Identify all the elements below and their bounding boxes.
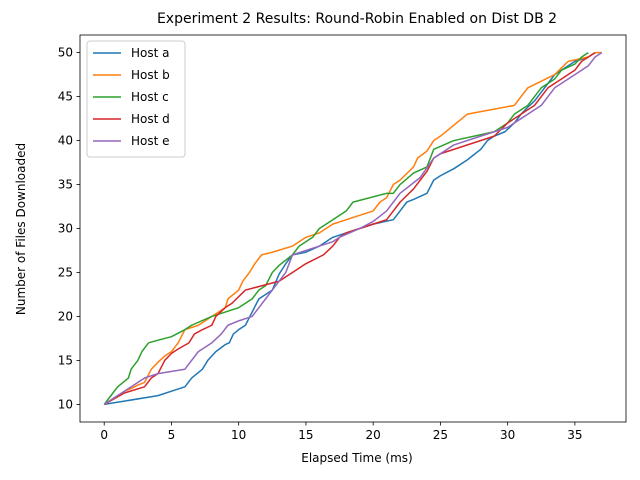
y-axis-label: Number of Files Downloaded [14, 143, 28, 315]
y-tick-label: 50 [58, 46, 73, 60]
y-tick-label: 10 [58, 397, 73, 411]
x-tick-label: 30 [500, 428, 515, 442]
y-tick-label: 35 [58, 178, 73, 192]
legend-label-1: Host a [131, 46, 170, 60]
legend-label-3: Host c [131, 90, 169, 104]
series-line-2 [103, 51, 602, 406]
series-layer [103, 51, 603, 406]
y-tick-label: 30 [58, 222, 73, 236]
legend-box [86, 40, 186, 158]
y-tick-label: 40 [58, 134, 73, 148]
legend-label-4: Host d [131, 112, 170, 126]
y-tick-label: 20 [58, 309, 73, 323]
x-tick-label: 25 [433, 428, 448, 442]
legend: Host a Host b Host c Host d Host e [86, 40, 186, 158]
series-line-3 [103, 51, 589, 405]
series-line-5 [103, 51, 603, 406]
x-tick-label: 15 [298, 428, 313, 442]
y-tick-label: 45 [58, 90, 73, 104]
x-axis-label: Elapsed Time (ms) [301, 451, 412, 465]
x-tick-label: 5 [168, 428, 176, 442]
x-tick-label: 0 [100, 428, 108, 442]
x-tick-label: 10 [231, 428, 246, 442]
series-line-4 [103, 51, 596, 406]
y-tick-label: 25 [58, 265, 73, 279]
x-tick-label: 20 [366, 428, 381, 442]
legend-label-2: Host b [131, 68, 170, 82]
axes-layer: 0 5 10 15 20 25 30 35 10 15 20 25 30 35 40 45 50 [58, 34, 627, 442]
x-tick-label: 35 [567, 428, 582, 442]
y-tick-label: 15 [58, 353, 73, 367]
legend-label-5: Host e [131, 134, 170, 148]
chart-title: Experiment 2 Results: Round-Robin Enable… [157, 11, 557, 27]
